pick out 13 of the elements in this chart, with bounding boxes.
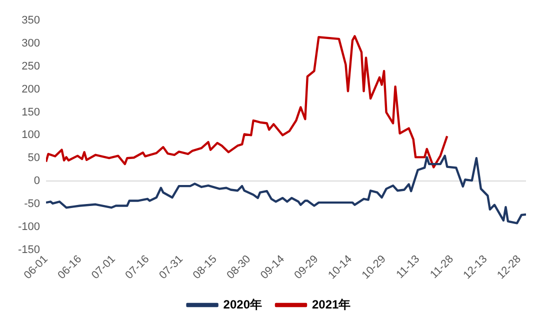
y-tick-label: 200 [22,83,40,96]
y-tick-label: 150 [22,106,40,118]
y-tick-label: 250 [22,60,40,72]
y-tick-label: -150 [18,244,40,256]
y-tick-label: -50 [24,198,40,210]
legend-label: 2020年 [223,297,262,312]
y-tick-label: 100 [22,129,40,142]
legend-label: 2021年 [312,297,351,312]
y-tick-label: 300 [22,38,40,50]
y-tick-label: 350 [22,14,40,27]
y-tick-label: 0 [34,175,40,188]
y-tick-label: 50 [28,152,40,164]
y-tick-label: -100 [18,220,40,233]
